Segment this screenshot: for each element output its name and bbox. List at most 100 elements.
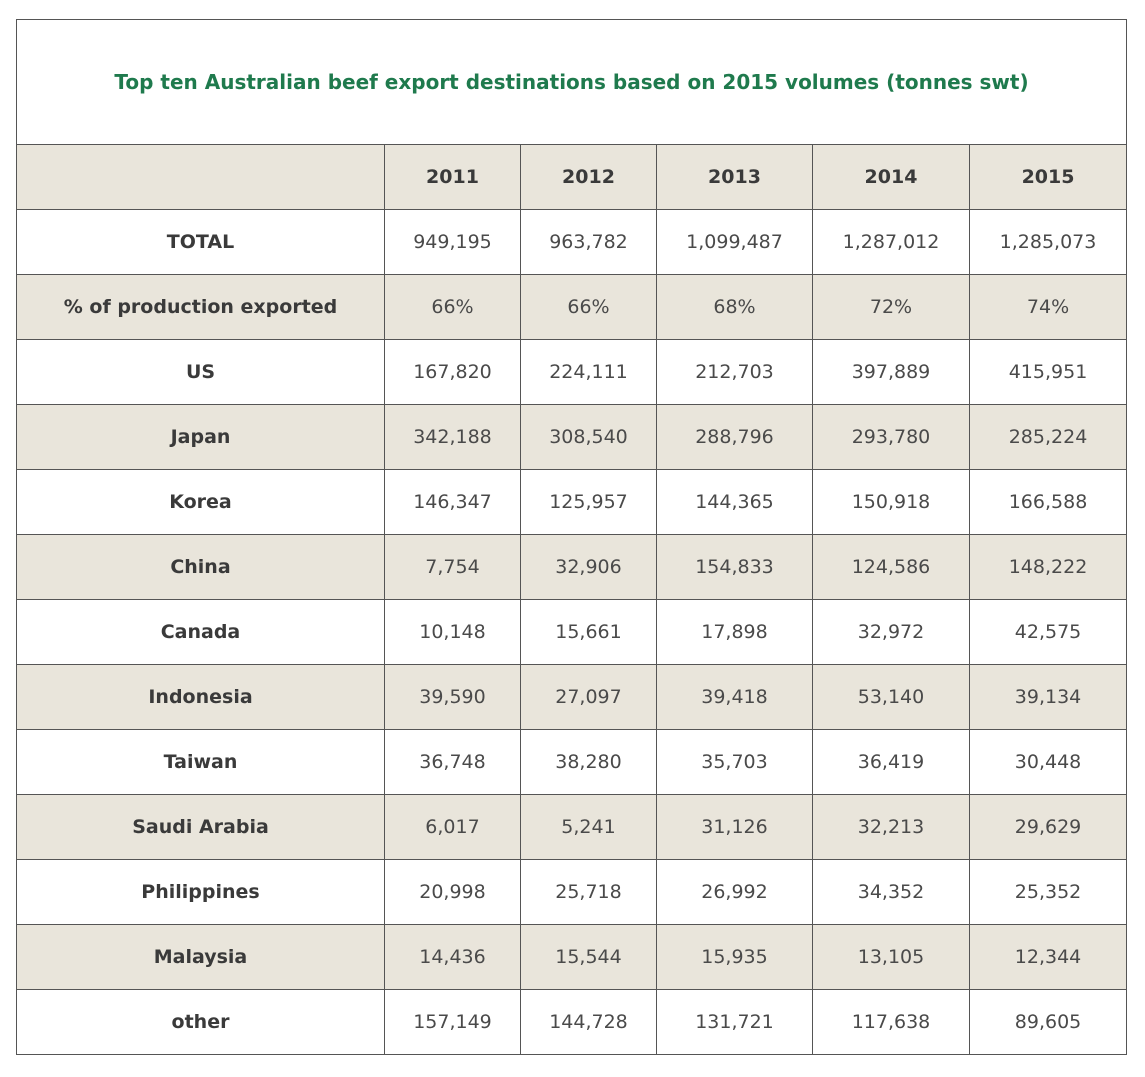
table-row: Saudi Arabia 6,017 5,241 31,126 32,213 29,629 [16, 794, 1128, 860]
value-cell: 35,703 [656, 729, 813, 795]
value-cell: 53,140 [812, 664, 970, 730]
table-row: Korea 146,347 125,957 144,365 150,918 166,588 [16, 469, 1128, 535]
value-cell: 66% [520, 274, 657, 340]
value-cell: 26,992 [656, 859, 813, 925]
value-cell: 167,820 [384, 339, 521, 405]
table-row: Japan 342,188 308,540 288,796 293,780 285,224 [16, 404, 1128, 470]
value-cell: 285,224 [968, 404, 1128, 470]
value-cell: 5,241 [520, 794, 657, 860]
value-cell: 212,703 [656, 339, 813, 405]
beef-export-table: Top ten Australian beef export destinati… [15, 19, 1128, 1055]
table-row: Indonesia 39,590 27,097 39,418 53,140 39,134 [16, 664, 1128, 730]
table-row: TOTAL 949,195 963,782 1,099,487 1,287,012 1,2… [16, 209, 1128, 275]
value-cell: 31,126 [656, 794, 813, 860]
year-header-row: 2011 2012 2013 2014 2015 [16, 144, 1128, 210]
value-cell: 30,448 [968, 729, 1128, 795]
value-cell: 20,998 [384, 859, 521, 925]
value-cell: 17,898 [656, 599, 813, 665]
table-body: 2011 2012 2013 2014 2015 TOTAL 949,195 963,782 1… [16, 144, 1128, 1055]
value-cell: 308,540 [520, 404, 657, 470]
value-cell: 15,935 [656, 924, 813, 990]
row-label-cell: Malaysia [16, 924, 385, 990]
value-cell: 36,419 [812, 729, 970, 795]
title-row: Top ten Australian beef export destinati… [15, 19, 1128, 145]
table-row: other 157,149 144,728 131,721 117,638 89,605 [16, 989, 1128, 1055]
value-cell: 13,105 [812, 924, 970, 990]
value-cell: 12,344 [968, 924, 1128, 990]
value-cell: 949,195 [384, 209, 521, 275]
table-row: China 7,754 32,906 154,833 124,586 148,222 [16, 534, 1128, 600]
value-cell: 32,906 [520, 534, 657, 600]
value-cell: 32,972 [812, 599, 970, 665]
year-header-cell: 2014 [812, 144, 970, 210]
row-label-cell: Taiwan [16, 729, 385, 795]
value-cell: 68% [656, 274, 813, 340]
value-cell: 148,222 [968, 534, 1128, 600]
table-title: Top ten Australian beef export destinati… [15, 19, 1128, 145]
value-cell: 15,661 [520, 599, 657, 665]
value-cell: 1,285,073 [968, 209, 1128, 275]
value-cell: 25,352 [968, 859, 1128, 925]
year-header-cell: 2013 [656, 144, 813, 210]
value-cell: 6,017 [384, 794, 521, 860]
row-label-cell: Canada [16, 599, 385, 665]
table-row: Taiwan 36,748 38,280 35,703 36,419 30,448 [16, 729, 1128, 795]
row-label-cell: Philippines [16, 859, 385, 925]
value-cell: 38,280 [520, 729, 657, 795]
corner-cell [16, 144, 385, 210]
value-cell: 34,352 [812, 859, 970, 925]
row-label-cell: other [16, 989, 385, 1055]
value-cell: 293,780 [812, 404, 970, 470]
value-cell: 10,148 [384, 599, 521, 665]
value-cell: 72% [812, 274, 970, 340]
value-cell: 342,188 [384, 404, 521, 470]
year-header-cell: 2011 [384, 144, 521, 210]
value-cell: 131,721 [656, 989, 813, 1055]
value-cell: 7,754 [384, 534, 521, 600]
value-cell: 27,097 [520, 664, 657, 730]
value-cell: 39,134 [968, 664, 1128, 730]
row-label-cell: TOTAL [16, 209, 385, 275]
value-cell: 14,436 [384, 924, 521, 990]
value-cell: 36,748 [384, 729, 521, 795]
value-cell: 154,833 [656, 534, 813, 600]
value-cell: 150,918 [812, 469, 970, 535]
table-row: Canada 10,148 15,661 17,898 32,972 42,575 [16, 599, 1128, 665]
row-label-cell: % of production exported [16, 274, 385, 340]
table-row: Malaysia 14,436 15,544 15,935 13,105 12,344 [16, 924, 1128, 990]
value-cell: 157,149 [384, 989, 521, 1055]
value-cell: 42,575 [968, 599, 1128, 665]
row-label-cell: Saudi Arabia [16, 794, 385, 860]
row-label-cell: Japan [16, 404, 385, 470]
table-row: US 167,820 224,111 212,703 397,889 415,951 [16, 339, 1128, 405]
value-cell: 146,347 [384, 469, 521, 535]
value-cell: 39,418 [656, 664, 813, 730]
year-header-cell: 2012 [520, 144, 657, 210]
value-cell: 166,588 [968, 469, 1128, 535]
value-cell: 39,590 [384, 664, 521, 730]
year-header-cell: 2015 [968, 144, 1128, 210]
value-cell: 224,111 [520, 339, 657, 405]
value-cell: 415,951 [968, 339, 1128, 405]
value-cell: 963,782 [520, 209, 657, 275]
value-cell: 144,728 [520, 989, 657, 1055]
value-cell: 125,957 [520, 469, 657, 535]
value-cell: 117,638 [812, 989, 970, 1055]
table-row: Philippines 20,998 25,718 26,992 34,352 25,35… [16, 859, 1128, 925]
value-cell: 89,605 [968, 989, 1128, 1055]
value-cell: 25,718 [520, 859, 657, 925]
row-label-cell: China [16, 534, 385, 600]
value-cell: 1,287,012 [812, 209, 970, 275]
table-container: Top ten Australian beef export destinati… [15, 19, 1128, 1055]
value-cell: 124,586 [812, 534, 970, 600]
value-cell: 15,544 [520, 924, 657, 990]
table-row: % of production exported 66% 66% 68% 72% 74% [16, 274, 1128, 340]
value-cell: 397,889 [812, 339, 970, 405]
value-cell: 144,365 [656, 469, 813, 535]
value-cell: 32,213 [812, 794, 970, 860]
row-label-cell: Korea [16, 469, 385, 535]
row-label-cell: Indonesia [16, 664, 385, 730]
value-cell: 66% [384, 274, 521, 340]
row-label-cell: US [16, 339, 385, 405]
value-cell: 288,796 [656, 404, 813, 470]
